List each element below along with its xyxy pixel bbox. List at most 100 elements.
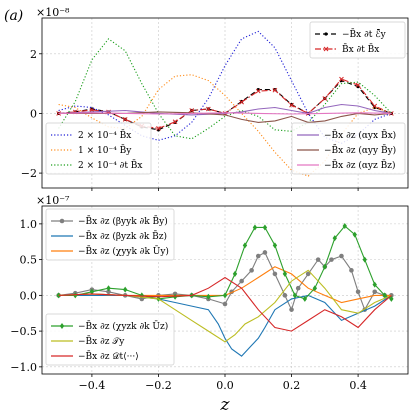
legend-1-bottom-left-label-1: −B̄x ∂z 𝒯y [78, 335, 125, 347]
legend-box [45, 122, 152, 175]
legend-0-bottom-right-label-0: −B̄x ∂z (αyx B̄x) [324, 129, 396, 141]
bottom-ticks: −1.0 −0.5 0.0 0.5 1.0 −0.4 −0.2 0.0 0.2 0.4 [10, 218, 367, 392]
series-0-1-point-7-marker [172, 119, 178, 125]
legend-0-bottom-right-label-2: −B̄x ∂z (αyz B̄z) [324, 159, 396, 171]
series-line-0-5 [58, 103, 392, 116]
series-0-1-point-17-marker [339, 76, 344, 82]
series-1-0-point-3-marker [106, 289, 111, 295]
bottom-y-scale-label: ×10⁻⁷ [36, 194, 70, 207]
x-tick-label-1: −0.2 [145, 379, 172, 392]
top-y-scale-label: ×10⁻⁸ [36, 6, 70, 19]
y-tick-label-4: 1.0 [20, 218, 38, 231]
series-0-1-point-6-marker [156, 125, 161, 131]
bottom-series [56, 223, 394, 357]
series-1-3-point-27-marker [389, 295, 394, 302]
legend-box [309, 21, 406, 59]
legend-1-bottom-left-label-0: −B̄x ∂z (χyzk ∂k Ūz) [78, 320, 168, 332]
series-0-1-point-9-marker [206, 106, 211, 112]
top-legend-top-right: −B̄x ∂t ℰ̄y B̄x ∂t B̄x [309, 21, 406, 59]
series-line-1-1 [58, 294, 392, 357]
legend-0-bottom-left-item-1: 1 × 10⁻⁴ B̄y [51, 144, 132, 156]
legend-0-top-right-item-1: B̄x ∂t B̄x [315, 43, 379, 55]
series-1-0-point-19-marker [295, 285, 301, 291]
series-1-3-point-7-marker [172, 293, 178, 300]
series-1-3-point-15-marker [272, 242, 278, 249]
legend-0-top-right-label-0: −B̄x ∂t ℰ̄y [342, 28, 387, 40]
series-line-1-0 [58, 251, 392, 312]
y-tick-label-1: −0.5 [10, 325, 37, 338]
y-tick-label-1: 0 [30, 107, 37, 120]
legend-0-bottom-left-item-0: 2 × 10⁻⁴ B̄x [51, 129, 131, 141]
series-1-3-point-22-marker [342, 223, 347, 230]
series-1-3-point-20-marker [322, 263, 328, 270]
series-1-3-point-21-marker [332, 235, 337, 242]
series-0-1-point-14-marker [289, 102, 294, 108]
series-1-1 [58, 294, 392, 357]
bottom-legend-top-left: −B̄x ∂z (βyyk ∂k B̄y) −B̄x ∂z (βyzk ∂k B̄… [45, 208, 175, 261]
series-1-3-point-16-marker [282, 270, 288, 277]
top-legend-bottom-left: 2 × 10⁻⁴ B̄x 1 × 10⁻⁴ B̄y 2 × 10⁻⁴ ∂t B̄x [45, 122, 152, 175]
series-1-3-point-2-marker [89, 288, 95, 295]
series-0-4 [58, 38, 392, 140]
legend-0-top-right-swatch-0-marker [324, 32, 328, 36]
series-1-0-point-25-marker [349, 268, 354, 273]
x-axis-label: z [220, 395, 231, 415]
series-0-1-point-8-marker [189, 108, 195, 113]
series-line-0-6 [58, 111, 392, 123]
y-tick-label-3: 0.5 [20, 254, 38, 267]
bottom-legend-bottom-left: −B̄x ∂z (χyzk ∂k Ūz) −B̄x ∂z 𝒯y −B̄x ∂z 𝒟t… [45, 313, 175, 366]
series-1-0-point-14-marker [255, 253, 261, 259]
legend-1-top-left-swatch-0-marker [59, 218, 65, 224]
series-0-1-point-4-marker [122, 117, 128, 122]
series-1-5 [58, 276, 392, 332]
y-tick-label-2: 2 [30, 48, 37, 61]
y-tick-label-0: −1.0 [10, 361, 37, 374]
legend-0-bottom-right-label-1: −B̄x ∂z (αyy B̄y) [324, 144, 396, 156]
series-1-0-point-18-marker [289, 307, 294, 312]
legend-box [45, 313, 175, 366]
x-tick-label-2: 0.0 [216, 379, 234, 392]
series-1-0-point-21-marker [315, 257, 321, 262]
series-1-3-point-11-marker [232, 270, 238, 277]
legend-1-bottom-left-item-1: −B̄x ∂z 𝒯y [51, 335, 125, 347]
top-ticks: −2 0 2 [21, 48, 359, 191]
series-1-3-point-13-marker [252, 224, 258, 231]
series-1-3-point-23-marker [352, 231, 357, 238]
legend-1-bottom-left-label-2: −B̄x ∂z 𝒟t⟨···⟩ [78, 350, 139, 362]
legend-1-top-left-label-2: −B̄x ∂z (χyyk ∂k Ūy) [78, 245, 169, 257]
series-0-1-point-11-marker [239, 99, 244, 105]
series-1-3-point-17-marker [292, 292, 298, 299]
series-1-3-point-3-marker [106, 285, 111, 292]
x-tick-label-4: 0.4 [349, 379, 367, 392]
legend-1-top-left-item-1: −B̄x ∂z (βyzk ∂k B̄z) [51, 230, 167, 242]
top-legend-bottom-right: −B̄x ∂z (αyx B̄x) −B̄x ∂z (αyy B̄y) −B̄x ∂… [291, 122, 406, 175]
panel-label: (a) [4, 8, 23, 24]
legend-0-top-right-item-0: −B̄x ∂t ℰ̄y [315, 28, 387, 40]
y-tick-label-2: 0.0 [20, 289, 38, 302]
series-1-0-point-17-marker [282, 293, 288, 298]
series-1-3-point-4-marker [122, 286, 128, 293]
x-tick-label-3: 0.2 [283, 379, 301, 392]
series-1-0-point-26-marker [355, 289, 361, 295]
series-0-1-point-16-marker [322, 96, 328, 101]
legend-0-bottom-right-item-1: −B̄x ∂z (αyy B̄y) [297, 144, 396, 156]
legend-1-top-left-item-0: −B̄x ∂z (βyyk ∂k B̄y) [51, 215, 168, 227]
series-0-1-point-12-marker [255, 88, 261, 94]
legend-1-top-left-label-0: −B̄x ∂z (βyyk ∂k B̄y) [78, 215, 168, 227]
series-line-1-5 [58, 276, 392, 332]
legend-1-bottom-left-item-2: −B̄x ∂z 𝒟t⟨···⟩ [51, 350, 139, 362]
series-1-3-point-12-marker [242, 242, 248, 249]
series-1-0-point-24-marker [339, 253, 344, 259]
legend-1-bottom-left-item-0: −B̄x ∂z (χyzk ∂k Ūz) [51, 320, 168, 332]
legend-0-bottom-left-item-2: 2 × 10⁻⁴ ∂t B̄x [51, 159, 142, 171]
series-1-0-point-10-marker [222, 301, 228, 307]
legend-0-top-right-label-1: B̄x ∂t B̄x [342, 43, 379, 55]
series-1-3-point-19-marker [312, 285, 318, 292]
series-1-3-point-9-marker [206, 293, 211, 300]
series-1-0-point-12-marker [239, 278, 244, 284]
series-1-0-point-28-marker [372, 289, 378, 295]
legend-0-bottom-left-label-2: 2 × 10⁻⁴ ∂t B̄x [78, 159, 142, 171]
legend-1-top-left-label-1: −B̄x ∂z (βyzk ∂k B̄z) [78, 230, 167, 242]
series-1-0-point-15-marker [262, 250, 268, 255]
